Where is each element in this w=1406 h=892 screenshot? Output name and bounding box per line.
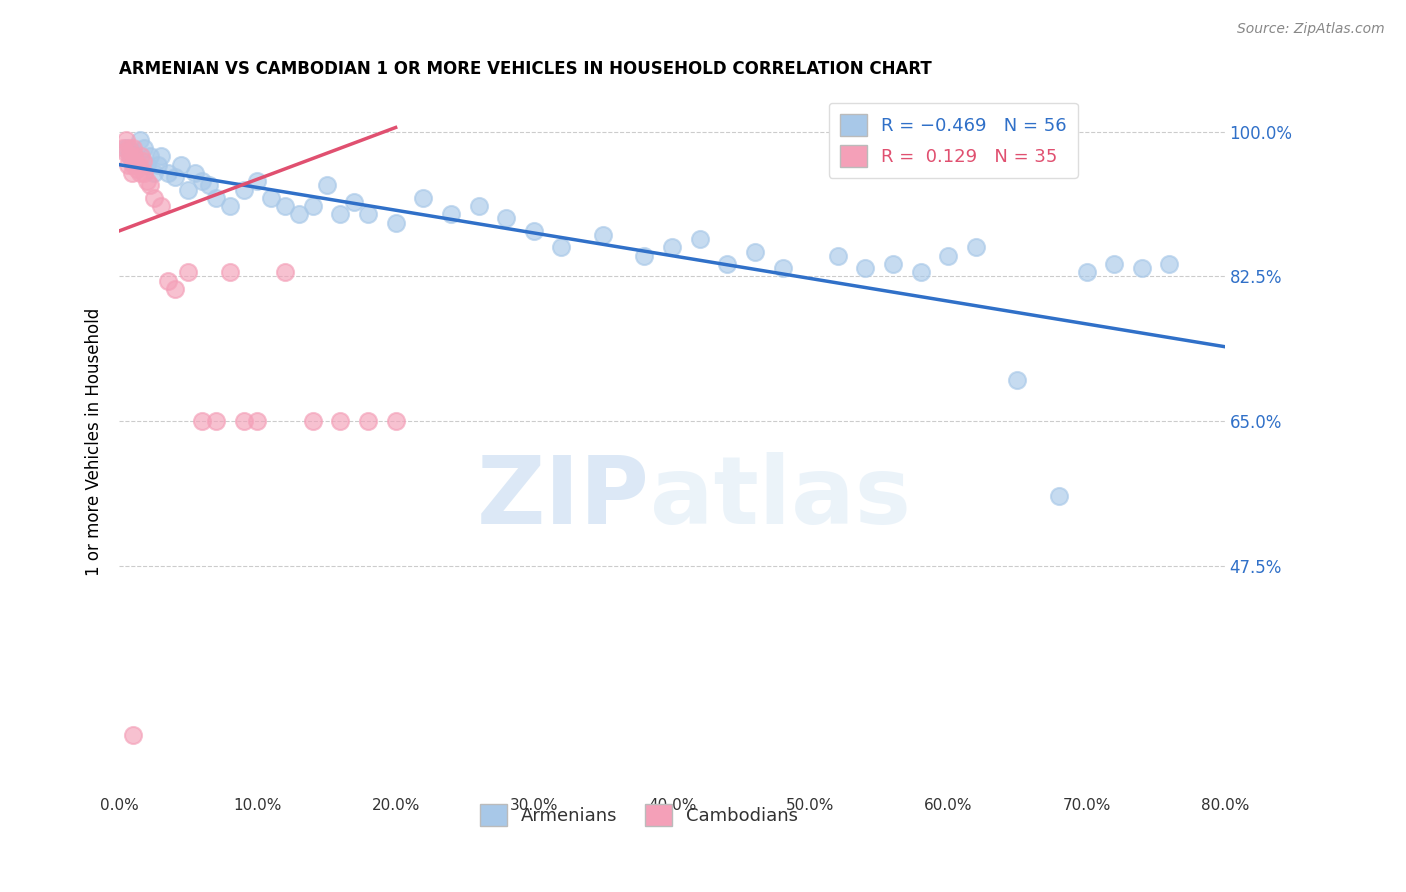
Cambodians	[128, 158, 150, 172]
Armenians	[440, 207, 463, 221]
Armenians	[592, 227, 614, 242]
Cambodians	[191, 414, 214, 428]
Armenians	[301, 199, 323, 213]
Armenians	[744, 244, 766, 259]
Armenians	[135, 158, 157, 172]
Cambodians	[129, 166, 152, 180]
Cambodians	[301, 414, 323, 428]
Cambodians	[384, 414, 406, 428]
Armenians	[232, 182, 254, 196]
Armenians	[274, 199, 297, 213]
Armenians	[523, 224, 546, 238]
Armenians	[260, 191, 283, 205]
Cambodians	[357, 414, 380, 428]
Armenians	[772, 261, 794, 276]
Cambodians	[232, 414, 254, 428]
Cambodians	[131, 149, 153, 163]
Armenians	[288, 207, 311, 221]
Cambodians	[112, 141, 135, 155]
Armenians	[495, 211, 517, 226]
Armenians	[125, 153, 148, 168]
Cambodians	[114, 145, 136, 160]
Armenians	[855, 261, 877, 276]
Armenians	[467, 199, 489, 213]
Armenians	[550, 240, 572, 254]
Cambodians	[127, 161, 149, 176]
Armenians	[329, 207, 352, 221]
Cambodians	[132, 153, 155, 168]
Cambodians	[122, 141, 145, 155]
Cambodians	[122, 728, 145, 742]
Armenians	[198, 178, 221, 193]
Armenians	[965, 240, 987, 254]
Armenians	[661, 240, 683, 254]
Cambodians	[115, 133, 138, 147]
Armenians	[1102, 257, 1125, 271]
Armenians	[170, 158, 193, 172]
Armenians	[1076, 265, 1098, 279]
Legend: Armenians, Cambodians: Armenians, Cambodians	[472, 797, 806, 833]
Cambodians	[149, 199, 172, 213]
Armenians	[716, 257, 738, 271]
Cambodians	[329, 414, 352, 428]
Armenians	[120, 149, 142, 163]
Armenians	[177, 182, 200, 196]
Y-axis label: 1 or more Vehicles in Household: 1 or more Vehicles in Household	[86, 308, 103, 576]
Cambodians	[163, 282, 186, 296]
Armenians	[357, 207, 380, 221]
Armenians	[384, 216, 406, 230]
Armenians	[163, 170, 186, 185]
Armenians	[149, 149, 172, 163]
Cambodians	[205, 414, 228, 428]
Text: ARMENIAN VS CAMBODIAN 1 OR MORE VEHICLES IN HOUSEHOLD CORRELATION CHART: ARMENIAN VS CAMBODIAN 1 OR MORE VEHICLES…	[120, 60, 932, 78]
Cambodians	[125, 158, 148, 172]
Armenians	[138, 149, 160, 163]
Armenians	[218, 199, 240, 213]
Armenians	[343, 194, 366, 209]
Armenians	[1047, 489, 1070, 503]
Armenians	[184, 166, 207, 180]
Armenians	[412, 191, 434, 205]
Armenians	[1130, 261, 1153, 276]
Armenians	[122, 145, 145, 160]
Armenians	[146, 158, 169, 172]
Armenians	[1159, 257, 1181, 271]
Text: ZIP: ZIP	[477, 452, 650, 544]
Armenians	[315, 178, 337, 193]
Armenians	[134, 141, 156, 155]
Cambodians	[246, 414, 269, 428]
Armenians	[246, 174, 269, 188]
Armenians	[142, 166, 165, 180]
Armenians	[156, 166, 179, 180]
Cambodians	[121, 166, 143, 180]
Armenians	[882, 257, 904, 271]
Armenians	[205, 191, 228, 205]
Armenians	[129, 133, 152, 147]
Cambodians	[124, 149, 146, 163]
Cambodians	[117, 158, 139, 172]
Cambodians	[142, 191, 165, 205]
Cambodians	[156, 273, 179, 287]
Armenians	[115, 141, 138, 155]
Armenians	[689, 232, 711, 246]
Armenians	[910, 265, 932, 279]
Cambodians	[134, 166, 156, 180]
Armenians	[827, 249, 849, 263]
Cambodians	[122, 158, 145, 172]
Cambodians	[274, 265, 297, 279]
Armenians	[633, 249, 655, 263]
Cambodians	[135, 174, 157, 188]
Text: atlas: atlas	[650, 452, 911, 544]
Armenians	[938, 249, 960, 263]
Cambodians	[118, 141, 141, 155]
Cambodians	[138, 178, 160, 193]
Cambodians	[177, 265, 200, 279]
Text: Source: ZipAtlas.com: Source: ZipAtlas.com	[1237, 22, 1385, 37]
Cambodians	[218, 265, 240, 279]
Cambodians	[120, 149, 142, 163]
Armenians	[191, 174, 214, 188]
Armenians	[1007, 373, 1029, 387]
